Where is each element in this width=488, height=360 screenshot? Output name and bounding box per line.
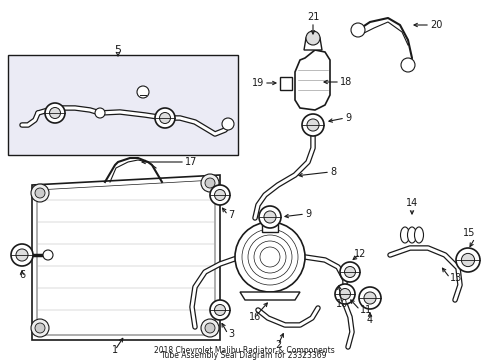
- Ellipse shape: [400, 227, 408, 243]
- Circle shape: [201, 174, 219, 192]
- Text: 10: 10: [335, 299, 347, 309]
- Text: 9: 9: [345, 113, 350, 123]
- Circle shape: [358, 287, 380, 309]
- Circle shape: [264, 211, 276, 223]
- Circle shape: [204, 178, 215, 188]
- Polygon shape: [32, 175, 220, 340]
- Circle shape: [344, 266, 355, 278]
- Circle shape: [400, 58, 414, 72]
- Text: 4: 4: [366, 315, 372, 325]
- Circle shape: [11, 244, 33, 266]
- Circle shape: [35, 188, 45, 198]
- Circle shape: [43, 250, 53, 260]
- Circle shape: [306, 119, 318, 131]
- Ellipse shape: [414, 227, 423, 243]
- Text: 18: 18: [339, 77, 351, 87]
- Text: 14: 14: [405, 198, 417, 208]
- Circle shape: [259, 206, 281, 228]
- Text: 5: 5: [114, 45, 121, 55]
- Text: 16: 16: [248, 312, 261, 322]
- Text: 2018 Chevrolet Malibu Radiator & Components: 2018 Chevrolet Malibu Radiator & Compone…: [153, 346, 334, 355]
- Ellipse shape: [407, 227, 416, 243]
- Text: 9: 9: [305, 209, 310, 219]
- Circle shape: [235, 222, 305, 292]
- Circle shape: [214, 305, 225, 315]
- Circle shape: [16, 249, 28, 261]
- Polygon shape: [240, 292, 299, 300]
- Text: Tube Assembly Seal Diagram for 23323369: Tube Assembly Seal Diagram for 23323369: [161, 351, 326, 360]
- Circle shape: [334, 284, 354, 304]
- Circle shape: [155, 108, 175, 128]
- Polygon shape: [294, 50, 329, 110]
- Circle shape: [350, 23, 364, 37]
- Polygon shape: [280, 77, 291, 90]
- Circle shape: [35, 323, 45, 333]
- Circle shape: [302, 114, 324, 136]
- Circle shape: [222, 118, 234, 130]
- Circle shape: [45, 103, 65, 123]
- Text: 13: 13: [449, 273, 461, 283]
- Text: 11: 11: [359, 305, 371, 315]
- Polygon shape: [262, 217, 278, 232]
- Circle shape: [209, 185, 229, 205]
- Circle shape: [31, 184, 49, 202]
- Polygon shape: [304, 38, 321, 50]
- Circle shape: [31, 319, 49, 337]
- Circle shape: [363, 292, 375, 304]
- Text: 2: 2: [274, 340, 281, 350]
- Text: 8: 8: [329, 167, 335, 177]
- Circle shape: [209, 300, 229, 320]
- Circle shape: [461, 253, 474, 267]
- Circle shape: [305, 31, 319, 45]
- Circle shape: [201, 319, 219, 337]
- Circle shape: [339, 288, 350, 300]
- Text: 15: 15: [462, 228, 474, 238]
- Circle shape: [95, 108, 105, 118]
- Text: 7: 7: [227, 210, 234, 220]
- Text: 17: 17: [184, 157, 197, 167]
- Text: 19: 19: [251, 78, 264, 88]
- Circle shape: [214, 189, 225, 201]
- Circle shape: [159, 112, 170, 123]
- Text: 6: 6: [19, 270, 25, 280]
- Circle shape: [204, 323, 215, 333]
- Circle shape: [49, 108, 61, 118]
- Text: 20: 20: [429, 20, 442, 30]
- Text: 21: 21: [306, 12, 319, 22]
- Circle shape: [339, 262, 359, 282]
- Circle shape: [137, 86, 149, 98]
- FancyBboxPatch shape: [8, 55, 238, 155]
- Text: 12: 12: [353, 249, 366, 259]
- Circle shape: [455, 248, 479, 272]
- Text: 3: 3: [227, 329, 234, 339]
- Text: 1: 1: [112, 345, 118, 355]
